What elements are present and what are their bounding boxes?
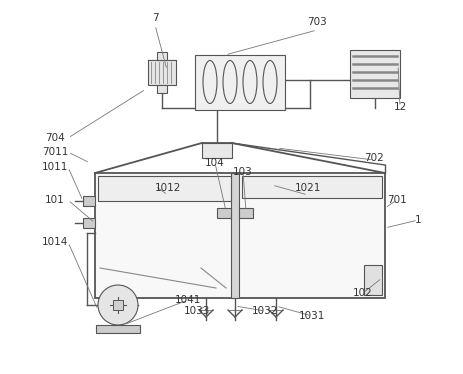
Bar bbox=[202, 143, 232, 158]
Text: 1: 1 bbox=[415, 215, 421, 225]
Text: 1011: 1011 bbox=[42, 162, 68, 172]
Text: 704: 704 bbox=[45, 133, 65, 143]
Bar bbox=[350, 50, 400, 98]
Bar bbox=[195, 55, 285, 110]
Text: 7: 7 bbox=[152, 13, 158, 23]
Bar bbox=[231, 173, 239, 298]
Text: 12: 12 bbox=[394, 102, 407, 112]
Bar bbox=[217, 208, 231, 218]
Text: 1014: 1014 bbox=[42, 237, 68, 247]
Text: 703: 703 bbox=[307, 17, 327, 27]
Text: 104: 104 bbox=[205, 158, 225, 168]
Text: 702: 702 bbox=[364, 153, 384, 163]
Circle shape bbox=[98, 285, 138, 325]
Text: 101: 101 bbox=[45, 195, 65, 205]
Bar bbox=[83, 218, 95, 228]
Bar bbox=[113, 300, 123, 310]
Bar bbox=[242, 176, 382, 198]
Bar bbox=[157, 52, 167, 60]
Bar bbox=[364, 265, 382, 295]
Bar bbox=[157, 85, 167, 93]
Text: 1041: 1041 bbox=[175, 295, 201, 305]
Text: 103: 103 bbox=[233, 167, 253, 177]
Text: 1032: 1032 bbox=[252, 306, 278, 316]
Bar bbox=[239, 208, 253, 218]
Bar bbox=[95, 173, 385, 298]
Text: 1012: 1012 bbox=[155, 183, 181, 193]
Bar bbox=[98, 176, 231, 201]
Text: 7011: 7011 bbox=[42, 147, 68, 157]
Text: 102: 102 bbox=[353, 288, 373, 298]
Text: 1021: 1021 bbox=[295, 183, 321, 193]
Bar bbox=[148, 60, 176, 85]
Bar bbox=[83, 196, 95, 206]
Bar bbox=[96, 325, 140, 333]
Text: 1033: 1033 bbox=[184, 306, 210, 316]
Text: 701: 701 bbox=[387, 195, 407, 205]
Text: 1031: 1031 bbox=[299, 311, 325, 321]
